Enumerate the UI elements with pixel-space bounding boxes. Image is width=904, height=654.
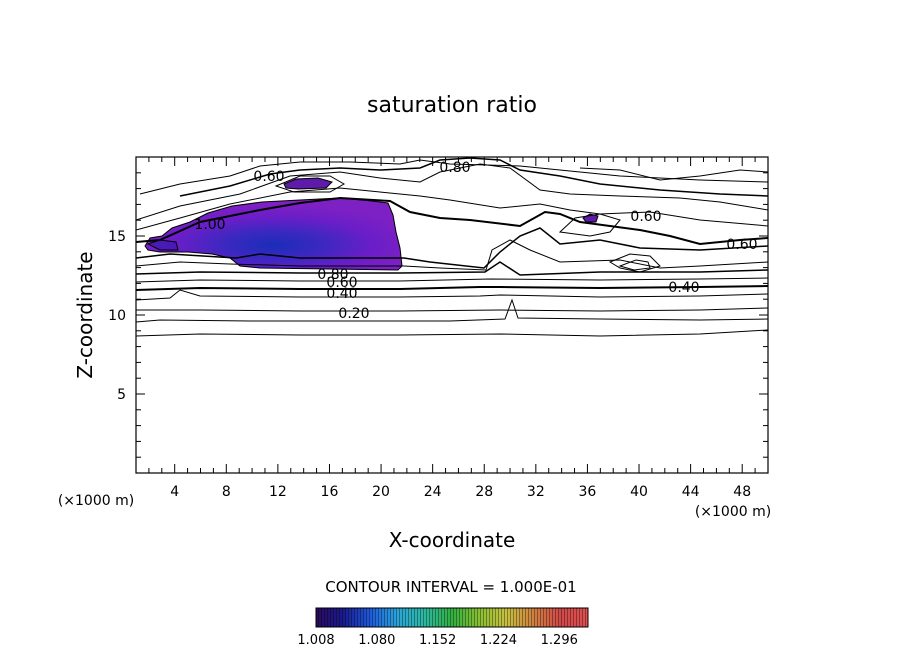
contour-label: 0.40 bbox=[326, 286, 357, 302]
x-tick-label: 12 bbox=[269, 484, 287, 500]
x-axis-label: X-coordinate bbox=[389, 528, 516, 552]
x-tick-label: 48 bbox=[733, 484, 751, 500]
contour-lines bbox=[136, 157, 768, 337]
contour-label: 0.80 bbox=[317, 267, 348, 283]
contour-label: 0.60 bbox=[253, 169, 284, 185]
contour-label: 1.00 bbox=[194, 217, 225, 233]
colorbar-tick-label: 1.152 bbox=[419, 633, 456, 648]
contour-label: 0.60 bbox=[326, 275, 357, 291]
colorbar-frame bbox=[315, 607, 589, 628]
x-tick-label: 32 bbox=[527, 484, 545, 500]
contour-field bbox=[136, 157, 768, 337]
chart-title: saturation ratio bbox=[367, 93, 537, 118]
colorbar-tick-label: 1.224 bbox=[480, 633, 517, 648]
x-tick-label: 16 bbox=[321, 484, 339, 500]
x-tick-label: 8 bbox=[222, 484, 231, 500]
colorbar: 1.008 1.080 1.152 1.224 1.296 bbox=[297, 607, 589, 648]
colorbar-stripes bbox=[316, 608, 588, 627]
x-axis-unit: (×1000 m) bbox=[695, 504, 771, 520]
x-tick-label: 28 bbox=[475, 484, 493, 500]
contour-label: 0.60 bbox=[726, 237, 757, 253]
colorbar-tick-label: 1.008 bbox=[297, 633, 334, 648]
x-tick-label: 20 bbox=[372, 484, 390, 500]
y-tick-label: 10 bbox=[108, 308, 126, 324]
colorbar-tick-label: 1.080 bbox=[358, 633, 395, 648]
y-tick-label: 5 bbox=[117, 387, 126, 403]
x-tick-label: 36 bbox=[579, 484, 597, 500]
axis-ticks bbox=[135, 157, 769, 473]
contour-label: 0.60 bbox=[630, 209, 661, 225]
x-tick-label: 40 bbox=[630, 484, 648, 500]
shaded-cloud-top bbox=[283, 177, 333, 190]
contour-label-group: 0.60 0.80 0.60 1.00 0.60 0.80 0.60 0.40 … bbox=[194, 160, 757, 322]
x-tick-labels: 4 8 12 16 20 24 28 32 36 40 44 48 bbox=[170, 484, 751, 500]
x-tick-label: 24 bbox=[424, 484, 442, 500]
plot-frame bbox=[135, 156, 769, 474]
colorbar-tick-labels: 1.008 1.080 1.152 1.224 1.296 bbox=[297, 633, 577, 648]
y-tick-labels: 5 10 15 bbox=[108, 229, 126, 403]
x-tick-label: 4 bbox=[170, 484, 179, 500]
x-tick-label: 44 bbox=[682, 484, 700, 500]
contour-label: 0.80 bbox=[439, 160, 470, 176]
contour-label: 0.20 bbox=[338, 306, 369, 322]
contour-label: 0.40 bbox=[668, 280, 699, 296]
contour-interval-text: CONTOUR INTERVAL = 1.000E-01 bbox=[325, 578, 576, 596]
shaded-cloud-main bbox=[144, 197, 403, 271]
z-axis-unit: (×1000 m) bbox=[58, 493, 134, 509]
y-tick-label: 15 bbox=[108, 229, 126, 245]
colorbar-tick-label: 1.296 bbox=[541, 633, 578, 648]
y-axis-label: Z-coordinate bbox=[73, 251, 97, 378]
